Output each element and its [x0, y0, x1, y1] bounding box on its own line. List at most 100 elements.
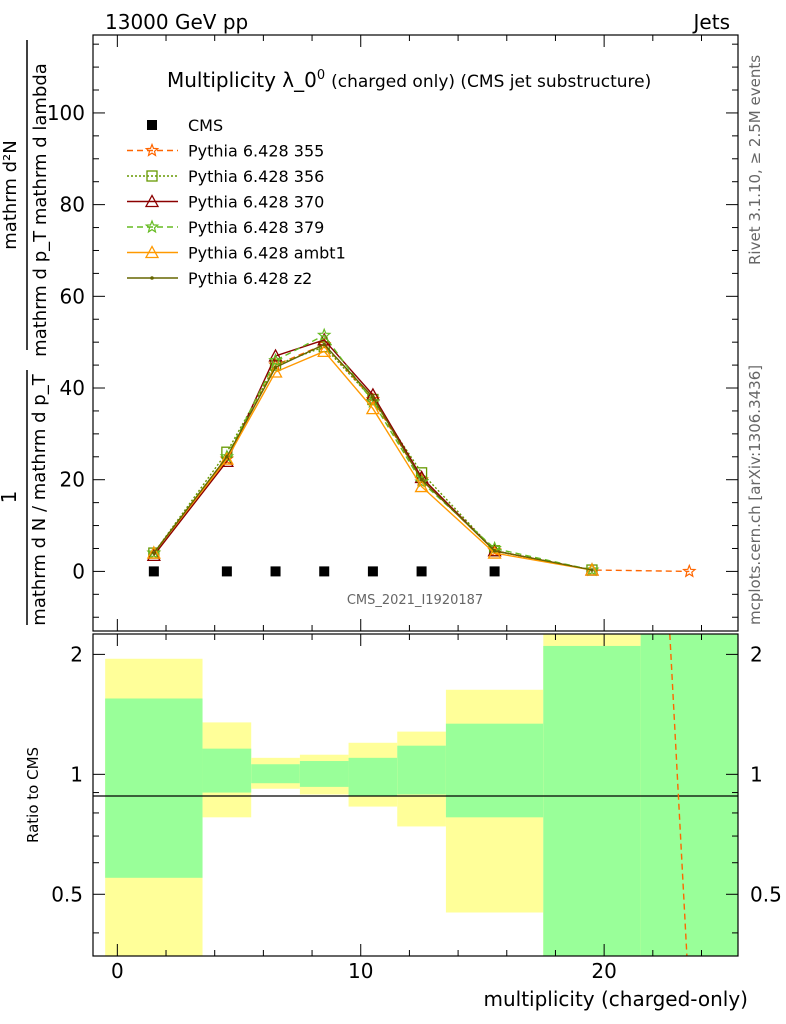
legend-label: Pythia 6.428 355: [188, 142, 324, 161]
ratio-bands-layer: [105, 634, 738, 956]
data-point: [152, 551, 156, 555]
series-line: [153, 339, 593, 571]
ylabel-top: mathrm d²N: [0, 140, 21, 249]
data-point: [492, 548, 497, 553]
ratio-axis-ticks: 0.5 0.51 12 20 10 20: [51, 634, 782, 983]
ratio-band-green: [543, 645, 641, 956]
ratio-series-line: [669, 634, 688, 956]
ratio-series-layer: [669, 634, 688, 956]
ratio-band-green: [445, 723, 544, 818]
legend-entry: CMS: [147, 116, 223, 135]
main-ytick-label: 40: [60, 376, 85, 400]
data-point: [419, 477, 424, 482]
data-point: [584, 562, 600, 577]
ratio-ylabel: Ratio to CMS: [24, 747, 42, 843]
legend: CMS Pythia 6.428 355 Pythia 6.428 356 Pythi…: [127, 116, 346, 288]
data-point: [367, 566, 378, 577]
data-point: [219, 451, 234, 465]
data-point: [414, 479, 429, 493]
main-ytick-label: 60: [60, 284, 85, 308]
data-point: [225, 454, 229, 459]
series-cms: [148, 566, 500, 577]
data-point: [221, 566, 232, 577]
mcplots-label: mcplots.cern.ch [arXiv:1306.3436]: [746, 365, 764, 625]
series-line: [153, 343, 690, 573]
ratio-band-green: [640, 634, 738, 956]
header-left: 13000 GeV pp: [105, 10, 248, 34]
data-point: [416, 566, 427, 577]
legend-entry: Pythia 6.428 356: [127, 167, 324, 186]
data-point: [268, 348, 283, 362]
legend-entry: Pythia 6.428 370: [127, 193, 324, 212]
ratio-xtick-label: 10: [348, 959, 373, 983]
ylabel-one: 1: [0, 491, 21, 504]
ratio-ytick-label-right: 2: [750, 642, 763, 666]
legend-label: CMS: [188, 116, 223, 135]
data-point: [268, 352, 283, 367]
legend-marker: [144, 219, 160, 234]
ratio-ytick-label-right: 1: [750, 762, 763, 786]
legend-label: Pythia 6.428 370: [188, 193, 324, 212]
legend-marker: [147, 120, 157, 130]
data-point: [316, 327, 332, 342]
ratio-band-green: [251, 764, 300, 784]
ratio-band-green: [397, 745, 446, 795]
series-pythia-6-428-370: [146, 332, 600, 576]
series-pythia-6-428-ambt1: [146, 343, 600, 576]
ratio-xtick-label: 20: [591, 959, 616, 983]
data-point: [489, 566, 500, 577]
series-line: [153, 350, 593, 571]
data-point: [319, 566, 330, 577]
legend-marker: [146, 170, 158, 182]
legend-entry: Pythia 6.428 355: [127, 142, 324, 161]
legend-marker: [144, 142, 160, 157]
data-point: [146, 545, 161, 559]
legend-marker: [144, 194, 160, 208]
title-main: Multiplicity λ_0: [167, 68, 317, 92]
ratio-plot-frame: [92, 633, 739, 957]
legend-entry: Pythia 6.428 z2: [127, 269, 312, 288]
data-point: [487, 545, 502, 559]
series-line: [153, 345, 593, 571]
legend-label: Pythia 6.428 z2: [188, 269, 312, 288]
legend-marker: [150, 276, 154, 280]
x-axis-label: multiplicity (charged-only): [483, 987, 748, 1011]
legend-entry: Pythia 6.428 379: [127, 218, 324, 237]
series-line: [153, 343, 593, 571]
main-ytick-label: 80: [60, 193, 85, 217]
ratio-ytick-label: 0.5: [51, 882, 83, 906]
ratio-plot-panel: 0.5 0.51 12 20 10 20 Ratio to CMS multiplicit…: [24, 633, 782, 1011]
data-point: [146, 545, 162, 560]
main-ylabel: 1 mathrm d²N mathrm d p_T mathrm d lambd…: [0, 40, 51, 626]
ylabel-mid: mathrm d p_T mathrm d lambda: [30, 63, 51, 357]
main-title: Multiplicity λ_00 (charged only) (CMS jet…: [167, 68, 651, 92]
legend-entry: Pythia 6.428 ambt1: [127, 244, 346, 263]
data-point: [148, 566, 159, 577]
main-series-layer: [146, 327, 697, 578]
data-point: [270, 566, 281, 577]
data-point: [273, 365, 278, 370]
data-point: [317, 343, 332, 357]
data-point: [590, 568, 594, 572]
ratio-band-green: [348, 757, 398, 797]
ylabel-bottom: mathrm d N / mathrm d p_T: [29, 373, 50, 625]
legend-label: Pythia 6.428 379: [188, 218, 324, 237]
ratio-ytick-label-right: 0.5: [750, 882, 782, 906]
ratio-xtick-label: 0: [111, 959, 124, 983]
series-pythia-6-428-379: [146, 327, 600, 577]
legend-label: Pythia 6.428 356: [188, 167, 324, 186]
series-pythia-6-428-356: [148, 341, 598, 576]
legend-marker: [144, 245, 160, 259]
ratio-band-green: [105, 698, 203, 878]
main-ytick-label: 20: [60, 468, 85, 492]
data-point: [371, 395, 375, 399]
data-point: [322, 342, 327, 347]
data-point: [365, 394, 381, 408]
watermark: CMS_2021_I1920187: [347, 593, 483, 608]
ratio-ytick-label: 1: [70, 762, 83, 786]
main-plot-frame: [92, 34, 739, 632]
title-sup: 0: [317, 68, 325, 83]
legend-label: Pythia 6.428 ambt1: [188, 244, 346, 263]
